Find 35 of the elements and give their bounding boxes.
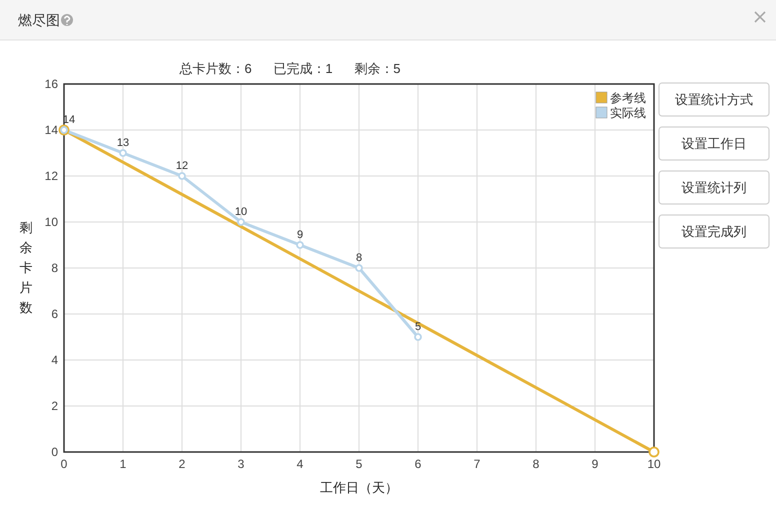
data-label: 12 [176,160,188,172]
y-tick-label: 16 [44,77,58,91]
text: 设置工作日 [682,136,746,151]
chart-title: 燃尽图 [18,12,60,28]
x-axis-title: 工作日（天） [320,480,398,495]
legend-label: 实际线 [610,106,646,120]
text: 设置统计方式 [675,92,753,107]
data-label: 13 [116,137,130,149]
y-tick-label: 0 [51,445,58,459]
chart-subtitle: 总卡片数：6 已完成：1 剩余：5 [178,61,401,76]
x-tick-label: 1 [120,457,127,471]
y-tick-label: 8 [51,261,58,275]
y-tick-label: 6 [51,307,58,321]
text: 设置统计列 [682,180,746,195]
x-tick-label: 0 [60,457,68,471]
y-tick-label: 12 [44,169,58,183]
y-tick-label: 14 [44,123,58,137]
x-tick-label: 9 [592,457,599,471]
y-tick-label: 10 [44,215,58,229]
x-tick-label: 8 [532,457,540,471]
data-label: 8 [356,252,362,264]
x-tick-label: 10 [647,457,661,471]
x-tick-label: 5 [356,457,363,471]
x-tick-label: 7 [474,457,481,471]
x-tick-label: 6 [414,457,422,471]
text: 设置完成列 [682,224,746,239]
y-tick-label: 2 [51,399,58,413]
y-tick-label: 4 [51,353,58,367]
x-tick-label: 4 [296,457,304,471]
x-tick-label: 3 [238,457,245,471]
data-label: 9 [296,229,304,241]
data-label: 10 [234,206,248,218]
legend-label: 参考线 [610,91,646,105]
x-tick-label: 2 [178,457,186,471]
y-axis-title: 剩余卡片数 [20,220,32,315]
